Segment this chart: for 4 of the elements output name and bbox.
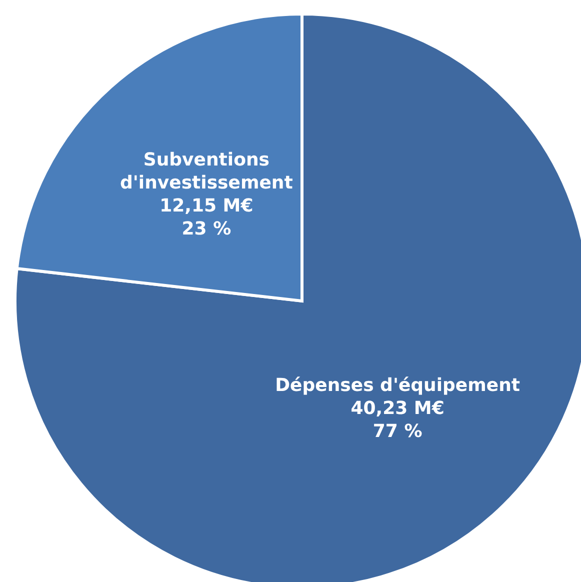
- slice-label: Subventions d'investissement: [120, 148, 294, 193]
- data-label: 40,23 M€ 77 %: [350, 398, 444, 442]
- data-label: 12,15 M€ 23 %: [160, 194, 254, 239]
- slice-label: Dépenses d'équipement: [275, 374, 520, 396]
